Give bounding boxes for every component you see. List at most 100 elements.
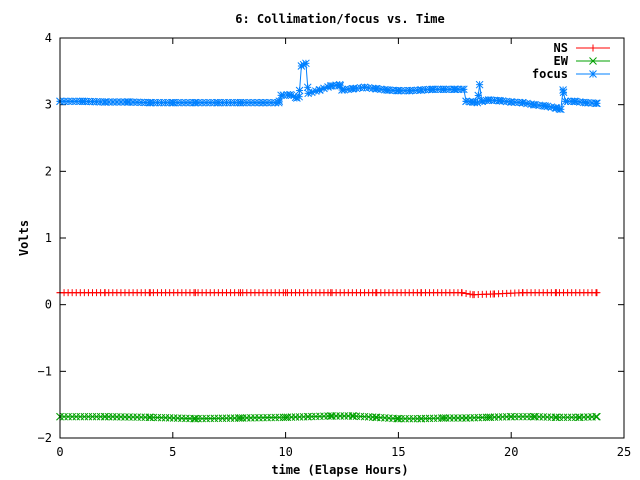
data-point-EW [236,414,245,422]
data-point-focus [383,86,391,94]
axis-ticks: −2 −1 0 1 2 3 4 0 5 10 15 20 25 [38,31,632,459]
data-point-focus [541,102,549,110]
x-tick-label: 25 [617,445,631,459]
data-point-EW [592,412,600,421]
data-point-focus [474,91,483,100]
data-point-NS [552,289,560,297]
data-point-EW [304,412,313,421]
legend-label-NS: NS [554,41,568,55]
data-point-focus [277,91,285,100]
y-tick-label: 3 [45,98,52,112]
data-point-EW [417,414,425,423]
x-tick-label: 15 [391,445,405,459]
data-point-focus [214,98,222,107]
legend-label-focus: focus [532,67,568,81]
data-point-focus [484,96,493,104]
data-point-NS [327,289,335,297]
data-point-focus [496,96,504,105]
data-point-NS [236,289,244,297]
data-point-EW [191,414,200,423]
data-point-focus [507,98,516,106]
data-point-focus [428,85,437,94]
data-point-focus [295,86,304,95]
data-point-EW [439,414,448,422]
data-point-focus [236,98,245,107]
data-point-EW [146,413,155,422]
data-point-focus [349,84,358,93]
data-point-EW [462,414,470,422]
data-point-focus [274,98,283,107]
series-NS [56,289,601,299]
data-point-EW [349,412,358,420]
data-point-EW [371,413,380,422]
y-tick-label: 2 [45,164,52,178]
data-point-focus [529,100,538,109]
data-point-EW [552,413,561,422]
data-point-focus [315,86,324,94]
data-point-focus [473,98,482,107]
data-point-EW [484,413,493,422]
data-point-focus [360,83,369,92]
data-point-focus [191,98,200,107]
data-point-NS [458,289,466,297]
x-tick-label: 5 [169,445,176,459]
data-point-EW [575,413,583,422]
data-point-focus [462,97,470,106]
data-point-EW [281,413,290,422]
x-axis-label: time (Elapse Hours) [271,463,408,477]
x-tick-label: 20 [504,445,518,459]
data-point-NS [191,289,199,297]
data-point-focus [123,98,132,106]
data-point-focus [303,83,312,92]
data-point-focus [593,99,601,108]
data-point-focus [371,84,380,93]
data-point-NS [372,289,380,297]
x-tick-label: 10 [278,445,292,459]
data-point-focus [459,85,468,94]
data-point-EW [593,412,601,421]
data-point-focus [101,98,109,106]
data-point-NS [462,289,470,297]
data-point-focus [450,85,459,94]
data-point-focus [168,98,177,107]
y-axis-label: Volts [17,220,31,256]
data-point-EW [394,414,403,423]
data-point-focus [326,82,335,90]
data-point-focus [78,97,87,106]
data-point-NS [417,289,425,297]
data-point-focus [304,89,313,98]
series-layer [56,59,601,423]
chart-title: 6: Collimation/focus vs. Time [235,12,445,26]
data-point-NS [489,290,497,298]
data-point-EW [529,412,538,421]
plot-frame [59,37,625,439]
data-point-focus [518,98,527,107]
data-point-NS [593,289,601,297]
data-point-EW [326,412,335,420]
legend-marker-focus [589,70,597,78]
data-point-focus [475,80,484,89]
data-point-focus [405,86,414,95]
data-point-focus [394,86,403,95]
data-point-EW [507,412,516,421]
x-tick-label: 0 [56,445,63,459]
y-tick-label: 0 [45,298,52,312]
data-point-focus [556,105,565,114]
data-point-focus [338,86,346,94]
y-tick-label: −2 [38,431,52,445]
data-point-NS [469,291,477,299]
series-EW [56,412,601,423]
data-point-focus [137,98,146,107]
data-point-focus [478,97,486,106]
y-tick-label: −1 [38,364,52,378]
data-point-focus [552,104,561,112]
data-point-NS [146,289,154,297]
data-point-NS [518,289,526,297]
data-point-focus [439,85,448,94]
y-tick-label: 4 [45,31,52,45]
data-point-focus [561,97,570,106]
data-point-focus [559,86,567,94]
data-point-focus [146,98,155,107]
